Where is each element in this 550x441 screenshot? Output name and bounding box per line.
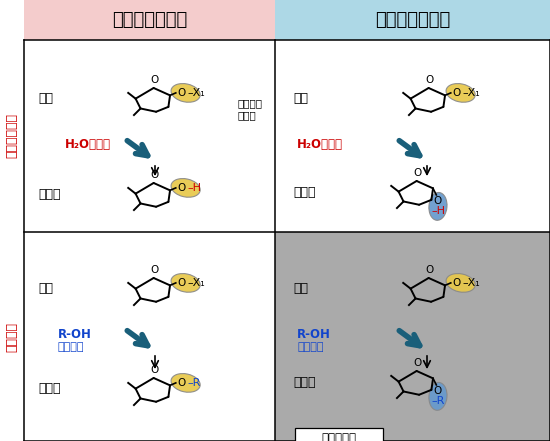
Text: O: O: [426, 265, 434, 275]
Text: O: O: [453, 278, 461, 288]
Ellipse shape: [171, 83, 200, 102]
Ellipse shape: [429, 192, 447, 220]
Text: –R: –R: [187, 378, 201, 388]
Text: O: O: [453, 88, 461, 98]
Text: –H: –H: [431, 206, 445, 216]
Ellipse shape: [446, 83, 475, 102]
Bar: [275, 0, 550, 40]
Bar: [275, 40, 550, 232]
Text: –X₁: –X₁: [187, 88, 205, 98]
Text: 基質: 基質: [293, 283, 308, 295]
Text: O: O: [434, 386, 442, 396]
Ellipse shape: [446, 273, 475, 292]
Text: H₂O（水）: H₂O（水）: [65, 138, 111, 152]
Bar: [275, 232, 550, 441]
Text: –X₁: –X₁: [462, 88, 480, 98]
Bar: [295, 428, 383, 441]
Text: アノマー
の向き: アノマー の向き: [237, 98, 262, 120]
Text: 転移反応: 転移反応: [6, 321, 19, 351]
Text: O: O: [151, 365, 159, 375]
Text: アノマー反転型: アノマー反転型: [375, 11, 450, 29]
Text: –X₁: –X₁: [462, 278, 480, 288]
Bar: [24, 232, 275, 441]
Text: 基質: 基質: [38, 93, 53, 105]
Text: アノマー保持型: アノマー保持型: [112, 11, 187, 29]
Text: 生成物: 生成物: [293, 375, 316, 389]
Text: R-OH: R-OH: [297, 329, 331, 341]
Text: 生成物: 生成物: [38, 382, 60, 396]
Text: O: O: [178, 278, 186, 288]
Text: O: O: [414, 168, 422, 178]
Text: 基質: 基質: [38, 283, 53, 295]
Text: 基質: 基質: [293, 93, 308, 105]
Bar: [24, 0, 275, 40]
Text: –R: –R: [431, 396, 444, 406]
Text: 生成物: 生成物: [293, 186, 316, 198]
Ellipse shape: [171, 179, 200, 197]
Text: （未発見）: （未発見）: [322, 431, 356, 441]
Text: O: O: [434, 197, 442, 206]
Text: O: O: [178, 88, 186, 98]
Text: （糖鎖）: （糖鎖）: [297, 342, 323, 352]
Text: （糖鎖）: （糖鎖）: [58, 342, 85, 352]
Ellipse shape: [171, 273, 200, 292]
Text: O: O: [151, 75, 159, 85]
Text: H₂O（水）: H₂O（水）: [297, 138, 343, 152]
Text: O: O: [414, 358, 422, 368]
Ellipse shape: [429, 382, 447, 410]
Text: O: O: [178, 183, 186, 193]
Text: O: O: [151, 170, 159, 180]
Ellipse shape: [171, 374, 200, 392]
Text: –H: –H: [187, 183, 201, 193]
Text: 生成物: 生成物: [38, 187, 60, 201]
Text: –X₁: –X₁: [187, 278, 205, 288]
Text: R-OH: R-OH: [58, 329, 92, 341]
Text: O: O: [151, 265, 159, 275]
Text: O: O: [178, 378, 186, 388]
Text: O: O: [426, 75, 434, 85]
Text: 加水分解反応: 加水分解反応: [6, 113, 19, 158]
Bar: [24, 40, 275, 232]
